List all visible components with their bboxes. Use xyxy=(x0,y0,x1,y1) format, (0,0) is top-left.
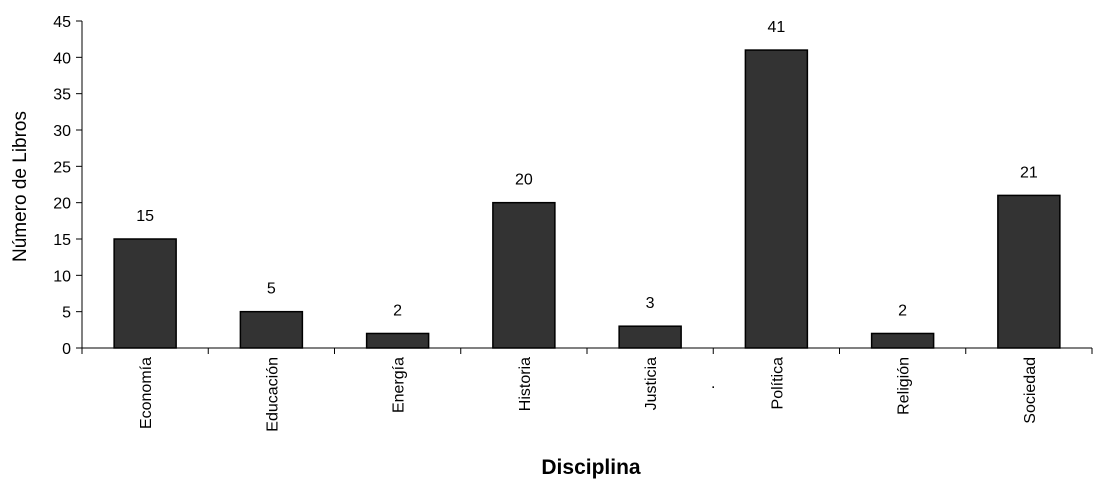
category-label: Educación xyxy=(264,357,281,432)
category-label: Religión xyxy=(896,357,913,415)
bar-sociedad xyxy=(997,194,1061,349)
bar-justicia xyxy=(618,325,682,349)
category-label: Economía xyxy=(138,357,155,429)
y-ticks: 0 5 10 15 20 25 30 35 40 45 xyxy=(53,14,82,358)
bar-historia xyxy=(492,201,556,349)
axes-layer xyxy=(81,21,1092,349)
y-tick-label: 40 xyxy=(53,50,71,67)
y-tick-label: 35 xyxy=(53,87,71,104)
bar-educacion xyxy=(239,310,304,349)
y-tick-label: 25 xyxy=(53,159,71,176)
y-tick-label: 15 xyxy=(53,232,71,249)
category-label: Historia xyxy=(517,357,534,411)
bar-economia xyxy=(113,238,177,349)
y-tick-label: 30 xyxy=(53,123,71,140)
data-label: 15 xyxy=(136,208,154,225)
data-label: 3 xyxy=(646,295,655,312)
category-label: Política xyxy=(769,357,786,410)
data-label: 41 xyxy=(767,19,785,36)
bar-politica xyxy=(744,49,809,349)
x-ticks xyxy=(81,348,1093,354)
y-tick-label: 20 xyxy=(53,196,71,213)
bar-energia xyxy=(365,332,430,349)
y-axis-title: Número de Libros xyxy=(10,111,31,262)
data-label: 5 xyxy=(267,281,276,298)
data-labels: 15 5 2 20 3 41 2 21 xyxy=(136,19,1038,319)
bar-religion xyxy=(870,332,935,349)
y-tick-label: 45 xyxy=(53,14,71,31)
stray-dot-mark: . xyxy=(711,375,715,392)
y-tick-label: 0 xyxy=(62,341,71,358)
x-axis-title: Disciplina xyxy=(541,456,641,479)
data-label: 20 xyxy=(515,172,533,189)
bars-layer xyxy=(113,49,1061,349)
data-label: 2 xyxy=(898,302,907,319)
category-label: Justicia xyxy=(643,357,660,410)
data-label: 21 xyxy=(1020,164,1038,181)
data-label: 2 xyxy=(393,302,402,319)
category-label: Sociedad xyxy=(1022,357,1039,424)
category-labels: Economía Educación Energía Historia Justicia… xyxy=(138,357,1039,432)
category-label: Energía xyxy=(391,357,408,413)
y-tick-label: 5 xyxy=(62,305,71,322)
y-tick-label: 10 xyxy=(53,268,71,285)
